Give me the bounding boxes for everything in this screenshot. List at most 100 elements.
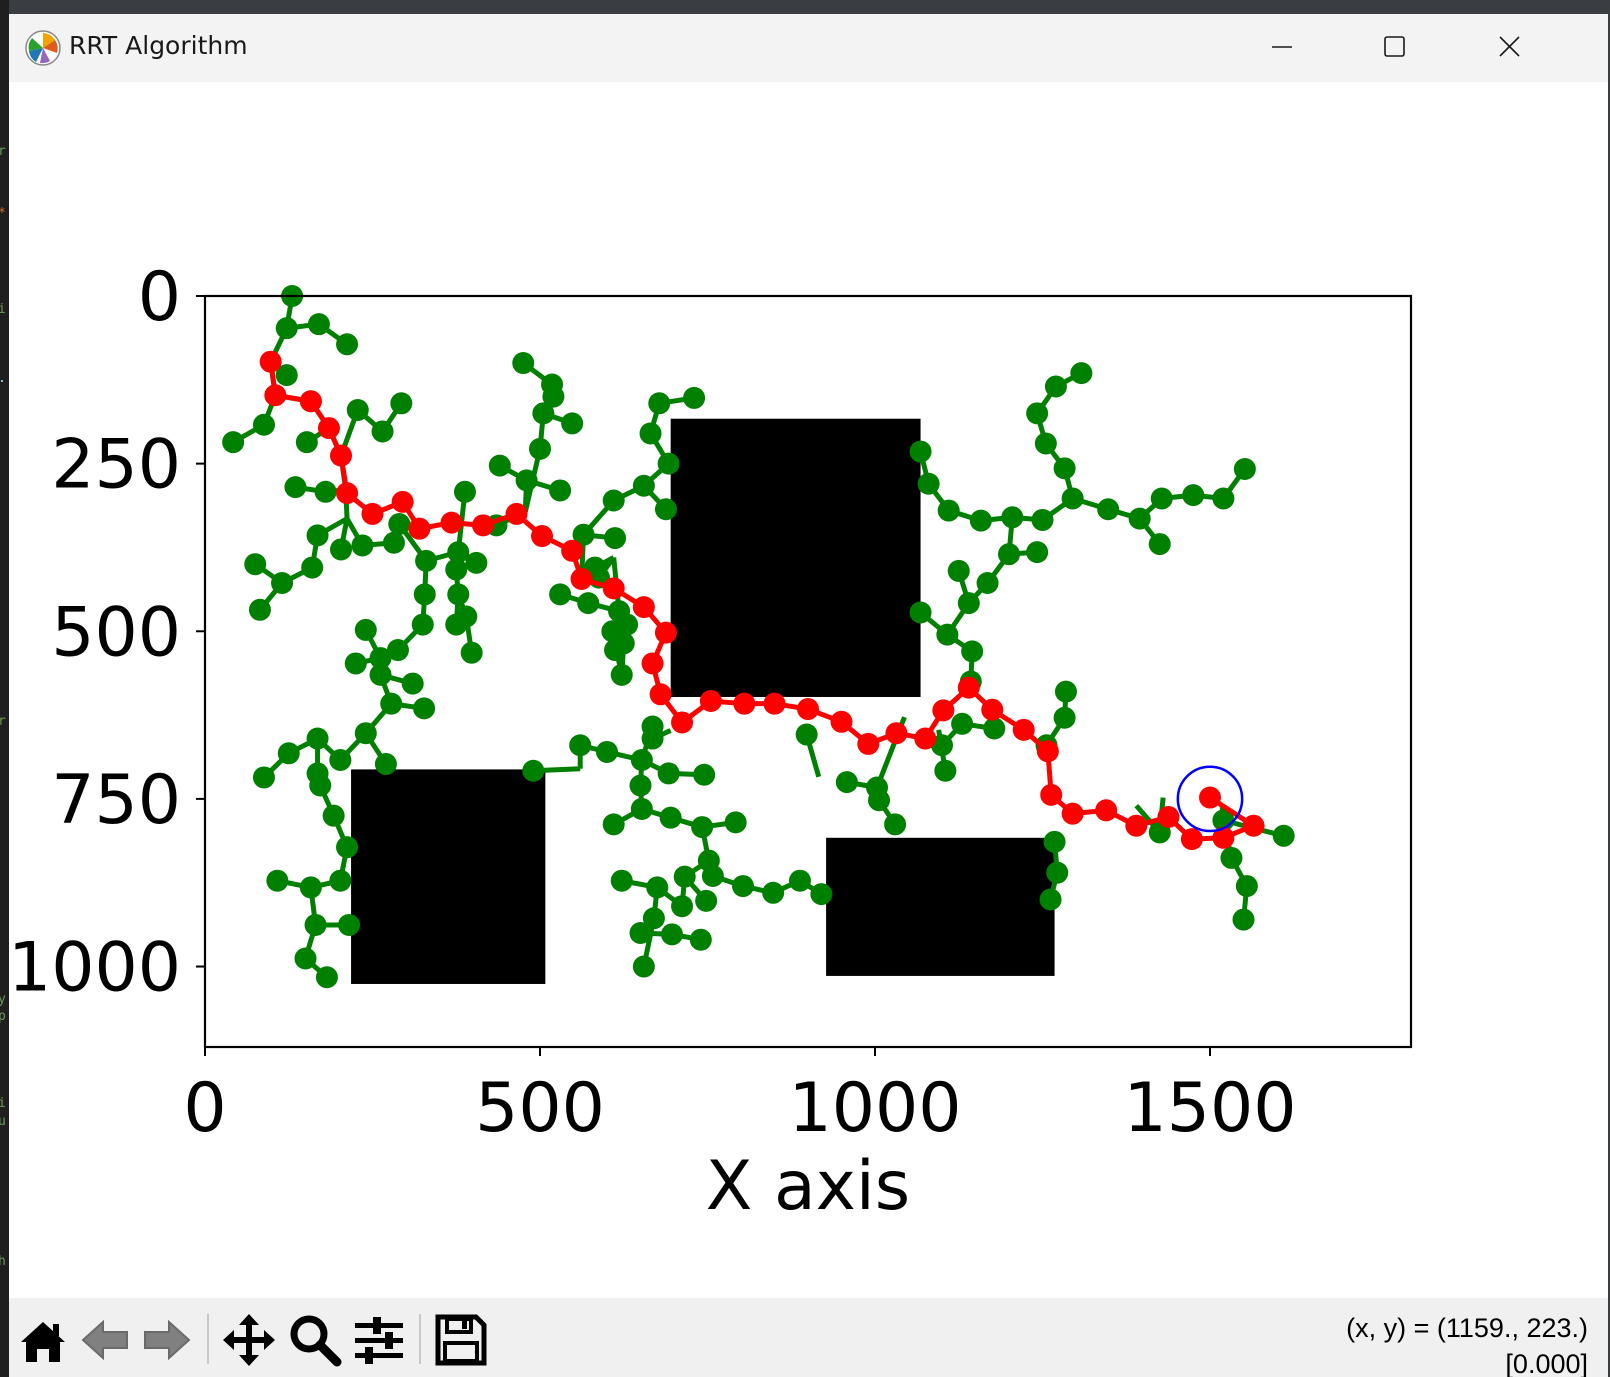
path-node	[914, 727, 937, 750]
tree-node	[604, 527, 627, 550]
arrow-left-icon	[81, 1319, 128, 1361]
title-bar[interactable]: RRT Algorithm	[9, 14, 1608, 82]
tree-node	[388, 512, 411, 535]
tree-node	[610, 663, 633, 686]
goal-circle	[1176, 765, 1244, 833]
move-arrows-icon	[223, 1314, 275, 1366]
path-node	[857, 732, 880, 755]
tree-node	[657, 762, 680, 785]
background-editor-glyph: p	[0, 1010, 6, 1024]
path-node	[957, 676, 980, 699]
back-button[interactable]	[77, 1312, 133, 1368]
tree-node	[315, 966, 338, 989]
tree-node	[346, 398, 369, 421]
tree-node	[1053, 706, 1076, 729]
pan-button[interactable]	[221, 1312, 277, 1368]
tree-node	[657, 452, 680, 475]
tree-node	[1043, 830, 1066, 853]
tree-node	[252, 766, 275, 789]
path-node	[654, 621, 677, 644]
tree-node	[646, 876, 669, 899]
tree-node	[354, 722, 377, 745]
tree-node	[868, 789, 891, 812]
tree-node	[266, 869, 289, 892]
path-node	[649, 683, 672, 706]
tree-node	[248, 598, 271, 621]
tree-node	[1039, 888, 1062, 911]
tree-node	[309, 774, 332, 797]
x-tick-label: 1000	[788, 1069, 961, 1148]
tree-node	[610, 869, 633, 892]
tree-node	[630, 749, 653, 772]
path-node	[561, 539, 584, 562]
tree-node	[411, 613, 434, 636]
tree-node	[629, 922, 652, 945]
tree-node	[917, 472, 940, 495]
tree-node	[632, 474, 655, 497]
cursor-coordinates: (x, y) = (1159., 223.) [0.000]	[1346, 1310, 1588, 1377]
tree-node	[642, 907, 665, 930]
tree-node	[909, 440, 932, 463]
tree-node	[529, 437, 551, 460]
tree-node	[561, 412, 584, 435]
tree-node	[549, 583, 572, 606]
path-node	[1061, 802, 1084, 825]
sliders-icon	[355, 1317, 403, 1364]
tree-node	[330, 538, 353, 561]
path-node	[830, 710, 853, 733]
close-button[interactable]	[1452, 14, 1568, 82]
tree-node	[447, 541, 470, 564]
path-node	[733, 692, 756, 715]
tree-node	[390, 392, 413, 415]
tree-node	[522, 759, 545, 782]
path-node	[1212, 826, 1235, 849]
path-node	[885, 722, 908, 745]
tree-node	[572, 523, 595, 546]
tree-node	[304, 913, 327, 936]
tree-node	[577, 592, 600, 615]
tree-node	[354, 618, 377, 641]
path-node	[641, 652, 664, 675]
tree-node	[1070, 362, 1093, 385]
tree-node	[695, 889, 718, 912]
tree-node	[1148, 533, 1171, 556]
minimize-button[interactable]	[1224, 14, 1340, 82]
maximize-button[interactable]	[1337, 14, 1453, 82]
tree-node	[295, 431, 318, 454]
zoom-button[interactable]	[287, 1312, 343, 1368]
figure-canvas[interactable]: 0 500 1000 1500 0 250 500 750 1000 X axis	[9, 82, 1608, 1298]
tree-node	[380, 692, 403, 715]
tree-node	[596, 740, 618, 763]
tree-node	[961, 640, 984, 663]
tree-node	[795, 723, 818, 746]
tree-node	[947, 559, 970, 582]
tree-node	[1061, 487, 1084, 510]
save-button[interactable]	[433, 1312, 489, 1368]
tree-node	[732, 875, 755, 898]
background-editor-glyph: r	[0, 715, 6, 729]
tree-node	[660, 923, 683, 946]
home-button[interactable]	[15, 1312, 71, 1368]
configure-subplots-button[interactable]	[351, 1312, 407, 1368]
tree-node	[1026, 541, 1049, 564]
tree-node	[329, 749, 352, 772]
background-editor-glyph: .	[0, 372, 8, 386]
path-node	[391, 490, 414, 513]
tree-node	[338, 913, 361, 936]
y-tick-label: 750	[51, 761, 181, 840]
y-tick-label: 500	[51, 593, 181, 672]
tree-node	[1046, 861, 1069, 884]
tree-node	[602, 489, 625, 512]
toolbar-separator	[207, 1314, 209, 1364]
tree-node	[788, 869, 811, 892]
tree-node	[1034, 432, 1057, 455]
close-icon	[1499, 36, 1520, 57]
y-tick-label: 0	[138, 258, 181, 337]
tree-node	[612, 632, 635, 655]
figure-window: RRT Algorithm 0 500 1000 1500 0 250 500 750 1000…	[9, 14, 1608, 1377]
toolbar-separator	[419, 1314, 421, 1364]
tree-node	[810, 883, 833, 906]
forward-button[interactable]	[139, 1312, 195, 1368]
tree-node	[1031, 508, 1054, 531]
